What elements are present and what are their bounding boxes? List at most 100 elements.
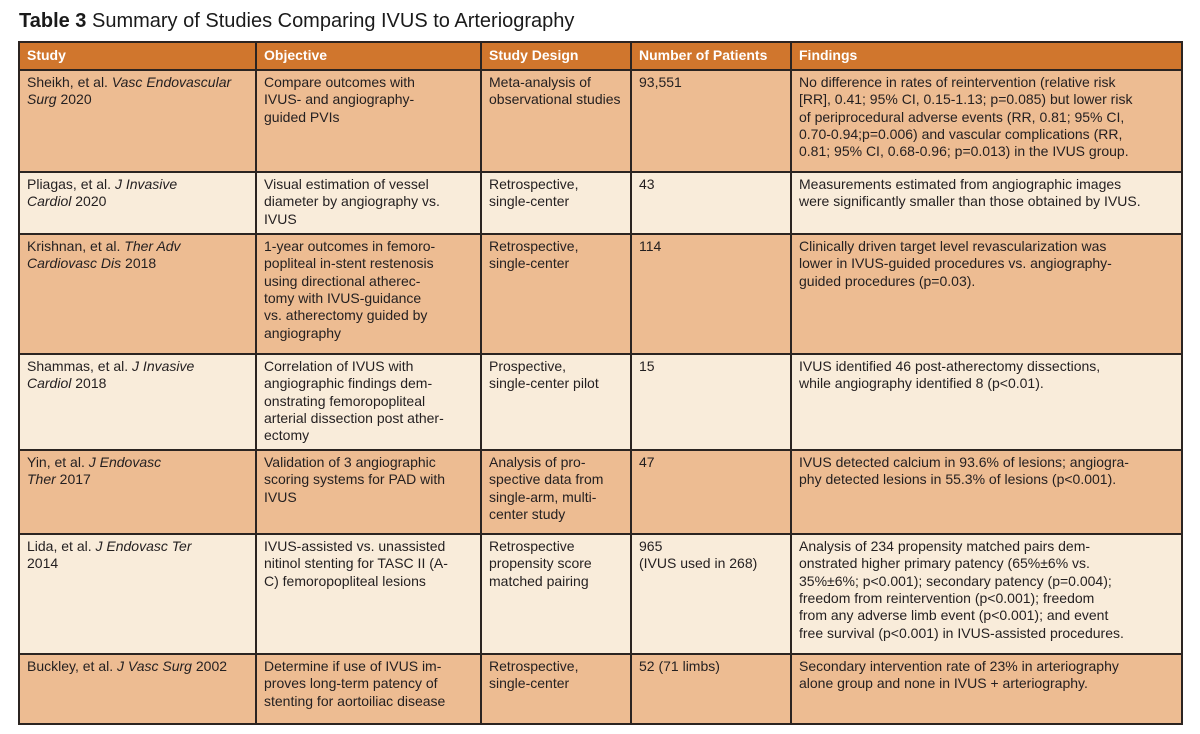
- objective-text: Compare outcomes with IVUS- and angiogra…: [264, 74, 415, 125]
- cell-study: Krishnan, et al. Ther Adv Cardiovasc Dis…: [18, 233, 257, 355]
- cell-study-design: Meta-analysis of observational studies: [480, 69, 632, 173]
- cell-findings: Measurements estimated from angiographic…: [790, 171, 1183, 235]
- design-text: Retrospective, single-center: [489, 658, 579, 692]
- study-authors: Pliagas, et al.: [27, 176, 115, 192]
- design-text: Retrospective, single-center: [489, 176, 579, 210]
- findings-text: IVUS detected calcium in 93.6% of lesion…: [799, 454, 1129, 488]
- objective-text: Validation of 3 angiographic scoring sys…: [264, 454, 446, 505]
- study-authors: Buckley, et al.: [27, 658, 118, 674]
- cell-objective: IVUS-assisted vs. unassisted nitinol ste…: [255, 533, 482, 655]
- study-journal: J Vasc Surg: [117, 658, 192, 674]
- table-row: Shammas, et al. J Invasive Cardiol 2018 …: [18, 353, 1183, 451]
- table-row: Buckley, et al. J Vasc Surg 2002 Determi…: [18, 653, 1183, 725]
- table-number: Table 3: [19, 10, 87, 32]
- cell-study-design: Analysis of pro- spective data from sing…: [480, 449, 632, 535]
- objective-text: Visual estimation of vessel diameter by …: [264, 176, 440, 227]
- cell-objective: Correlation of IVUS with angiographic fi…: [255, 353, 482, 451]
- cell-study-design: Retrospective, single-center: [480, 171, 632, 235]
- study-authors: Yin, et al.: [27, 454, 89, 470]
- patients-text: 15: [639, 358, 655, 374]
- studies-table: Study Objective Study Design Number of P…: [18, 41, 1183, 725]
- cell-study-design: Retrospective propensity score matched p…: [480, 533, 632, 655]
- objective-text: Determine if use of IVUS im- proves long…: [264, 658, 446, 709]
- header-row: Study Objective Study Design Number of P…: [18, 41, 1183, 71]
- study-year: 2018: [71, 375, 107, 392]
- cell-number-of-patients: 93,551: [630, 69, 792, 173]
- cell-study: Buckley, et al. J Vasc Surg 2002: [18, 653, 257, 725]
- study-authors: Shammas, et al.: [27, 358, 133, 374]
- study-year: 2020: [56, 91, 92, 108]
- objective-text: 1-year outcomes in femoro- popliteal in-…: [264, 238, 436, 341]
- cell-study: Shammas, et al. J Invasive Cardiol 2018: [18, 353, 257, 451]
- col-header-study-design: Study Design: [480, 41, 632, 71]
- study-journal: Vasc Endovascular Surg: [27, 74, 232, 108]
- table-row: Lida, et al. J Endovasc Ter 2014 IVUS-as…: [18, 533, 1183, 655]
- cell-objective: Determine if use of IVUS im- proves long…: [255, 653, 482, 725]
- patients-text: 965 (IVUS used in 268): [639, 538, 758, 572]
- cell-study-design: Prospective, single-center pilot: [480, 353, 632, 451]
- findings-text: IVUS identified 46 post-atherectomy diss…: [799, 358, 1101, 392]
- cell-objective: Validation of 3 angiographic scoring sys…: [255, 449, 482, 535]
- findings-text: Measurements estimated from angiographic…: [799, 176, 1141, 210]
- study-journal: J Invasive Cardiol: [27, 358, 195, 392]
- design-text: Retrospective propensity score matched p…: [489, 538, 592, 589]
- cell-study: Yin, et al. J Endovasc Ther 2017: [18, 449, 257, 535]
- cell-objective: Compare outcomes with IVUS- and angiogra…: [255, 69, 482, 173]
- study-authors: Lida, et al.: [27, 538, 96, 554]
- cell-objective: Visual estimation of vessel diameter by …: [255, 171, 482, 235]
- cell-objective: 1-year outcomes in femoro- popliteal in-…: [255, 233, 482, 355]
- objective-text: Correlation of IVUS with angiographic fi…: [264, 358, 444, 444]
- cell-study: Sheikh, et al. Vasc Endovascular Surg 20…: [18, 69, 257, 173]
- study-journal: Ther Adv Cardiovasc Dis: [27, 238, 181, 272]
- patients-text: 52 (71 limbs): [639, 658, 720, 674]
- cell-findings: Clinically driven target level revascula…: [790, 233, 1183, 355]
- findings-text: Analysis of 234 propensity matched pairs…: [799, 538, 1124, 641]
- cell-findings: No difference in rates of reintervention…: [790, 69, 1183, 173]
- cell-number-of-patients: 15: [630, 353, 792, 451]
- cell-study: Pliagas, et al. J Invasive Cardiol 2020: [18, 171, 257, 235]
- study-year: 2017: [55, 471, 91, 488]
- cell-number-of-patients: 52 (71 limbs): [630, 653, 792, 725]
- cell-number-of-patients: 43: [630, 171, 792, 235]
- findings-text: Clinically driven target level revascula…: [799, 238, 1112, 289]
- findings-text: No difference in rates of reintervention…: [799, 74, 1133, 160]
- table-row: Yin, et al. J Endovasc Ther 2017 Validat…: [18, 449, 1183, 535]
- study-journal: J Endovasc Ther: [27, 454, 162, 488]
- table-row: Krishnan, et al. Ther Adv Cardiovasc Dis…: [18, 233, 1183, 355]
- col-header-study: Study: [18, 41, 257, 71]
- study-year: 2020: [71, 193, 107, 210]
- table-title: Table 3 Summary of Studies Comparing IVU…: [19, 10, 1182, 33]
- col-header-number-of-patients: Number of Patients: [630, 41, 792, 71]
- cell-study-design: Retrospective, single-center: [480, 653, 632, 725]
- cell-findings: IVUS identified 46 post-atherectomy diss…: [790, 353, 1183, 451]
- study-year: 2002: [191, 658, 228, 674]
- study-journal: J Invasive Cardiol: [27, 176, 178, 210]
- patients-text: 114: [639, 238, 662, 254]
- cell-study-design: Retrospective, single-center: [480, 233, 632, 355]
- design-text: Analysis of pro- spective data from sing…: [489, 454, 604, 523]
- findings-text: Secondary intervention rate of 23% in ar…: [799, 658, 1119, 692]
- cell-number-of-patients: 114: [630, 233, 792, 355]
- col-header-objective: Objective: [255, 41, 482, 71]
- study-year: 2018: [121, 255, 157, 272]
- study-journal: J Endovasc Ter: [95, 538, 192, 554]
- design-text: Meta-analysis of observational studies: [489, 74, 621, 108]
- cell-findings: Analysis of 234 propensity matched pairs…: [790, 533, 1183, 655]
- study-authors: Sheikh, et al.: [27, 74, 112, 90]
- cell-number-of-patients: 47: [630, 449, 792, 535]
- study-year: 2014: [27, 555, 59, 572]
- patients-text: 93,551: [639, 74, 682, 90]
- objective-text: IVUS-assisted vs. unassisted nitinol ste…: [264, 538, 448, 589]
- patients-text: 47: [639, 454, 655, 470]
- table-caption: Summary of Studies Comparing IVUS to Art…: [86, 10, 575, 32]
- cell-number-of-patients: 965 (IVUS used in 268): [630, 533, 792, 655]
- design-text: Retrospective, single-center: [489, 238, 579, 272]
- design-text: Prospective, single-center pilot: [489, 358, 599, 392]
- patients-text: 43: [639, 176, 655, 192]
- cell-findings: Secondary intervention rate of 23% in ar…: [790, 653, 1183, 725]
- col-header-findings: Findings: [790, 41, 1183, 71]
- table-row: Pliagas, et al. J Invasive Cardiol 2020 …: [18, 171, 1183, 235]
- cell-findings: IVUS detected calcium in 93.6% of lesion…: [790, 449, 1183, 535]
- cell-study: Lida, et al. J Endovasc Ter 2014: [18, 533, 257, 655]
